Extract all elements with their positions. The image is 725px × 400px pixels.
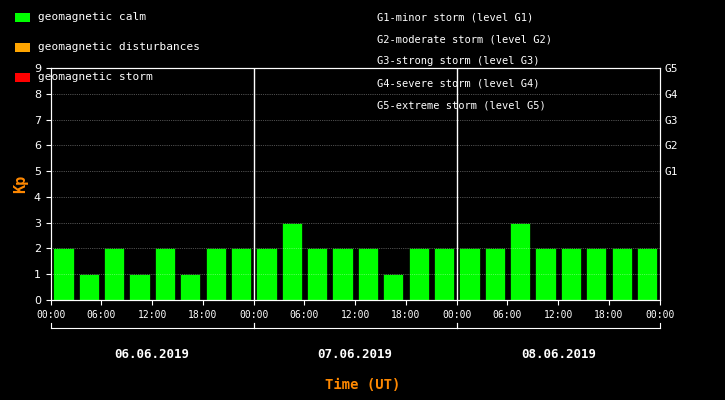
Bar — [180, 274, 200, 300]
Bar — [307, 248, 327, 300]
Text: G5-extreme storm (level G5): G5-extreme storm (level G5) — [377, 100, 546, 110]
Bar — [104, 248, 125, 300]
Bar — [383, 274, 403, 300]
Bar — [408, 248, 428, 300]
Bar — [510, 223, 530, 300]
Bar — [560, 248, 581, 300]
Text: geomagnetic storm: geomagnetic storm — [38, 72, 152, 82]
Bar — [332, 248, 352, 300]
Text: 07.06.2019: 07.06.2019 — [318, 348, 393, 361]
Text: geomagnetic disturbances: geomagnetic disturbances — [38, 42, 199, 52]
Bar — [434, 248, 454, 300]
Text: Time (UT): Time (UT) — [325, 378, 400, 392]
Bar — [129, 274, 149, 300]
Text: 06.06.2019: 06.06.2019 — [115, 348, 190, 361]
Bar — [586, 248, 606, 300]
Bar — [484, 248, 505, 300]
Text: G1-minor storm (level G1): G1-minor storm (level G1) — [377, 12, 534, 22]
Text: G4-severe storm (level G4): G4-severe storm (level G4) — [377, 78, 539, 88]
Bar — [281, 223, 302, 300]
Text: geomagnetic calm: geomagnetic calm — [38, 12, 146, 22]
Bar — [78, 274, 99, 300]
Text: 08.06.2019: 08.06.2019 — [521, 348, 596, 361]
Bar — [357, 248, 378, 300]
Bar — [154, 248, 175, 300]
Bar — [637, 248, 657, 300]
Text: G2-moderate storm (level G2): G2-moderate storm (level G2) — [377, 34, 552, 44]
Bar — [54, 248, 73, 300]
Bar — [535, 248, 555, 300]
Text: G3-strong storm (level G3): G3-strong storm (level G3) — [377, 56, 539, 66]
Y-axis label: Kp: Kp — [13, 175, 28, 193]
Bar — [205, 248, 225, 300]
Bar — [459, 248, 479, 300]
Bar — [611, 248, 631, 300]
Bar — [256, 248, 276, 300]
Bar — [231, 248, 251, 300]
